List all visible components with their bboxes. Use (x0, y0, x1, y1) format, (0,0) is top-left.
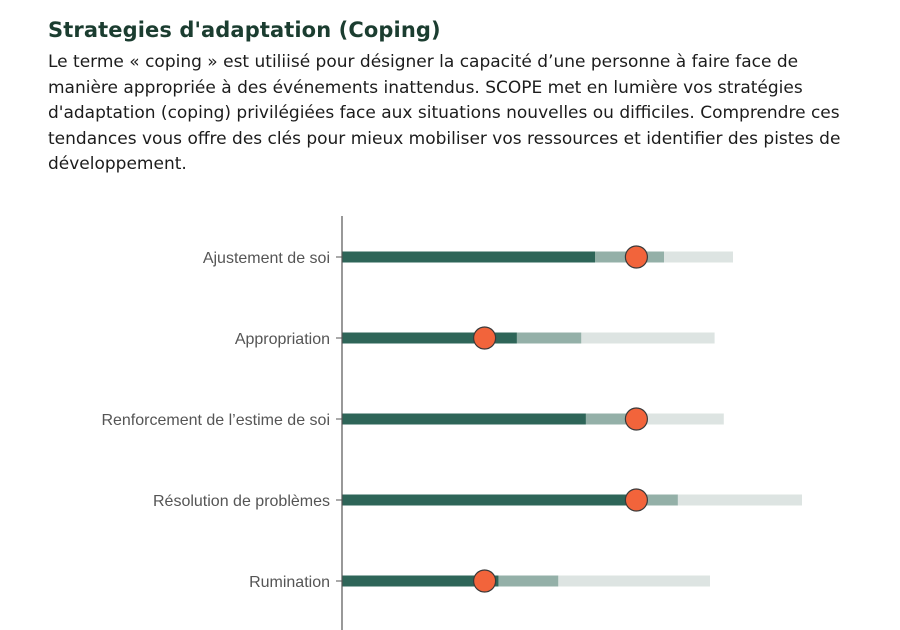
score-marker (624, 488, 649, 512)
score-bar (342, 251, 595, 263)
score-marker (473, 569, 497, 593)
header: Strategies d'adaptation (Coping) Le term… (48, 18, 868, 178)
score-marker (473, 326, 497, 350)
category-label: Renforcement de l’estime de soi (101, 412, 330, 429)
intro-text: Le terme « coping » est utiliisé pour dé… (48, 52, 841, 174)
category-label: Ajustement de soi (203, 250, 330, 267)
score-marker (624, 245, 649, 269)
category-label: Résolution de problèmes (153, 493, 330, 510)
score-bar (342, 332, 517, 344)
score-bar (342, 413, 586, 425)
category-label: Appropriation (235, 331, 330, 348)
category-label: Rumination (249, 574, 330, 591)
score-bar (342, 575, 499, 587)
page-title: Strategies d'adaptation (Coping) (48, 18, 441, 42)
score-marker (624, 407, 649, 431)
score-bar (342, 494, 637, 506)
coping-chart: Ajustement de soi Appropriation Renforceme… (101, 216, 802, 630)
